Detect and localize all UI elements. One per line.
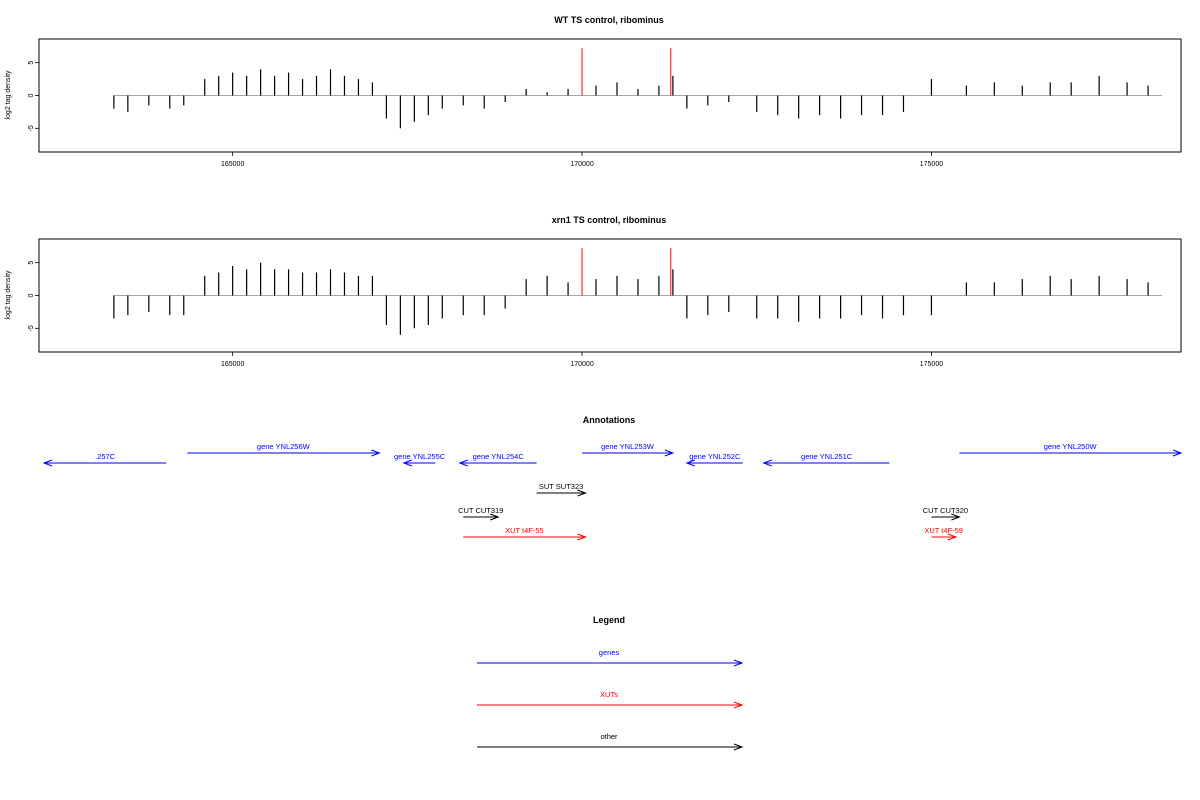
- wt-y-tick-label: 5: [28, 61, 35, 65]
- wt-x-tick-label: 165000: [221, 161, 244, 168]
- wt-chart-panel: WT TS control, ribominus log2 tag densit…: [5, 15, 1182, 168]
- legend-item: other: [477, 732, 744, 751]
- annotation-label: gene YNL253W: [601, 442, 655, 451]
- annotation-arrowhead: [371, 449, 381, 457]
- wt-x-tick-label: 175000: [920, 161, 943, 168]
- annotation-arrowhead: [577, 533, 587, 541]
- annotation-feature: gene YNL250W: [959, 442, 1183, 457]
- annotation-arrowhead: [762, 459, 772, 467]
- legend-title: Legend: [593, 615, 625, 625]
- annotation-arrowhead: [685, 459, 696, 467]
- annotation-arrowhead: [1172, 449, 1183, 457]
- annotation-label: .257C: [95, 452, 116, 461]
- legend-arrowhead: [733, 701, 744, 709]
- annotation-arrowhead: [402, 459, 413, 467]
- annotation-feature: CUT CUT319: [458, 506, 503, 521]
- annotation-feature: SUT SUT323: [536, 482, 587, 497]
- annotation-label: XUT t4F-59: [924, 526, 963, 535]
- wt-y-tick-label: -5: [28, 125, 35, 131]
- xrn1-x-tick-label: 175000: [920, 361, 943, 368]
- annotation-label: CUT CUT320: [923, 506, 968, 515]
- xrn1-y-tick-label: -5: [28, 325, 35, 331]
- legend-label: other: [600, 732, 618, 741]
- legend-arrowhead: [733, 659, 744, 667]
- annotation-arrowhead: [490, 513, 500, 521]
- legend-items: genes XUTs other: [477, 648, 744, 751]
- annotation-feature: gene YNL252C: [685, 452, 743, 467]
- annotation-label: SUT SUT323: [539, 482, 583, 491]
- annotation-feature: XUT t4F-59: [924, 526, 963, 541]
- annotation-label: gene YNL250W: [1044, 442, 1098, 451]
- annotation-label: gene YNL252C: [689, 452, 741, 461]
- legend-item: genes: [477, 648, 744, 667]
- xrn1-chart-title: xrn1 TS control, ribominus: [552, 215, 667, 225]
- xrn1-x-tick-label: 165000: [221, 361, 244, 368]
- xrn1-y-axis-label: log2 tag density: [5, 270, 12, 320]
- annotations-title: Annotations: [583, 415, 636, 425]
- annotation-label: gene YNL254C: [473, 452, 525, 461]
- annotations-panel: Annotations .257C gene YNL256W gene YNL255…: [42, 415, 1183, 541]
- xrn1-y-tick-label: 0: [28, 293, 35, 297]
- annotation-feature: .257C: [42, 452, 167, 467]
- xrn1-chart-panel: xrn1 TS control, ribominus log2 tag dens…: [5, 215, 1182, 368]
- annotation-feature: gene YNL255C: [394, 452, 446, 467]
- legend-label: XUTs: [600, 690, 618, 699]
- annotation-feature: gene YNL253W: [582, 442, 675, 457]
- xrn1-y-tick-label: 5: [28, 261, 35, 265]
- annotation-feature: gene YNL251C: [762, 452, 890, 467]
- annotation-arrowhead: [458, 459, 468, 467]
- wt-bars: [113, 48, 1149, 129]
- wt-y-axis-label: log2 tag density: [5, 70, 12, 120]
- annotation-arrowhead: [42, 459, 53, 467]
- annotation-feature: gene YNL254C: [458, 452, 537, 467]
- annotation-label: CUT CUT319: [458, 506, 503, 515]
- legend-arrowhead: [733, 743, 744, 751]
- annotation-arrowhead: [947, 533, 958, 541]
- wt-y-tick-label: 0: [28, 93, 35, 97]
- xrn1-x-tick-label: 170000: [570, 361, 593, 368]
- annotation-feature: gene YNL256W: [187, 442, 381, 457]
- wt-x-tick-label: 170000: [570, 161, 593, 168]
- legend-panel: Legend genes XUTs other: [477, 615, 744, 751]
- annotation-feature: XUT t4F-55: [463, 526, 587, 541]
- xrn1-bars: [113, 248, 1149, 335]
- annotation-label: XUT t4F-55: [505, 526, 544, 535]
- annotation-arrowhead: [664, 449, 675, 457]
- annotation-label: gene YNL256W: [257, 442, 311, 451]
- legend-label: genes: [599, 648, 620, 657]
- annotation-label: gene YNL255C: [394, 452, 446, 461]
- wt-chart-title: WT TS control, ribominus: [554, 15, 664, 25]
- legend-item: XUTs: [477, 690, 744, 709]
- annotation-arrowhead: [577, 489, 587, 497]
- annotation-feature: CUT CUT320: [923, 506, 968, 521]
- annotation-label: gene YNL251C: [801, 452, 853, 461]
- annotation-arrowhead: [951, 513, 961, 521]
- annotation-features: .257C gene YNL256W gene YNL255C gene YNL254…: [42, 442, 1183, 541]
